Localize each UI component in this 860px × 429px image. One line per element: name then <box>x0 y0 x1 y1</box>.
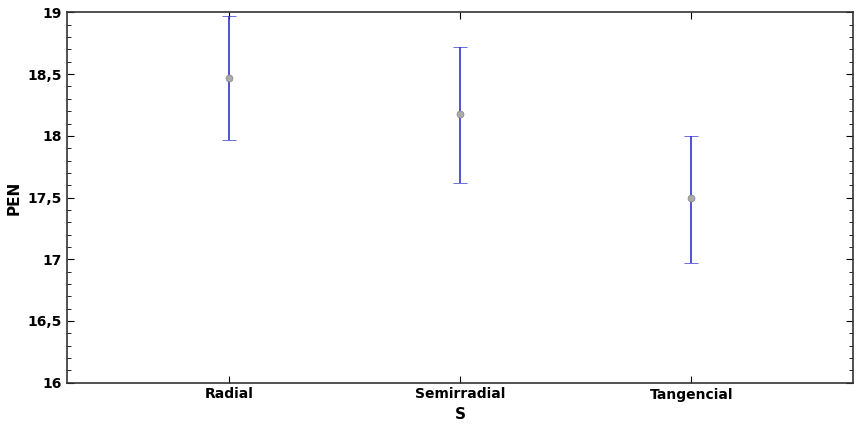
Y-axis label: PEN: PEN <box>7 181 22 214</box>
X-axis label: S: S <box>454 407 465 422</box>
